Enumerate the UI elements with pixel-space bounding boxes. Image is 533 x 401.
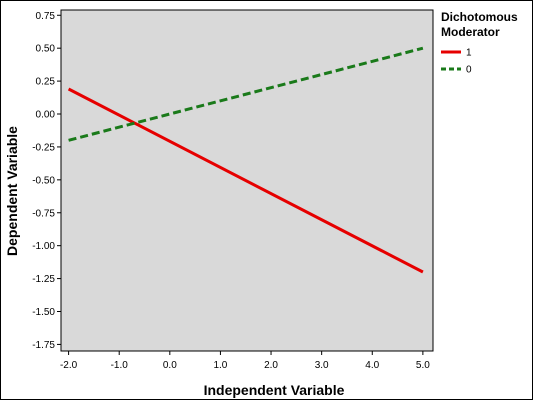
legend-label-1: 1 [466,48,472,59]
y-tick-label: 0.00 [36,110,56,121]
y-tick-label: 0.25 [36,77,56,88]
x-tick-label: 1.0 [213,360,227,371]
legend-label-0: 0 [466,65,472,76]
y-tick-label: -1.75 [32,340,55,351]
x-tick-label: -1.0 [111,360,129,371]
x-tick-label: 4.0 [365,360,379,371]
x-axis-title: Independent Variable [204,382,345,398]
x-axis: -2.0 -1.0 0.0 1.0 2.0 3.0 4.0 5.0 [60,351,430,371]
y-axis-title: Dependent Variable [4,126,20,256]
legend-items: 10 [441,48,472,76]
series-group [67,46,424,274]
legend-title-line1: Dichotomous [441,10,518,24]
legend: Dichotomous Moderator 10 [441,10,518,76]
y-tick-label: -1.00 [32,241,55,252]
y-tick-label: 0.50 [36,44,56,55]
y-tick-label: 0.75 [36,11,56,22]
legend-title-line2: Moderator [441,25,500,39]
x-tick-label: 0.0 [163,360,177,371]
y-tick-label: -1.25 [32,274,55,285]
y-tick-label: -1.50 [32,307,55,318]
x-tick-label: 2.0 [264,360,278,371]
y-axis: 0.75 0.50 0.25 0.00 -0.25 -0.50 -0.75 -1.00 -1.2… [32,11,61,351]
y-tick-label: -0.75 [32,208,55,219]
series-line-0 [68,46,424,142]
x-tick-label: 5.0 [416,360,430,371]
x-tick-label: -2.0 [60,360,78,371]
y-tick-label: -0.50 [32,175,55,186]
series-line-1 [67,87,424,274]
y-tick-label: -0.25 [32,142,55,153]
x-tick-label: 3.0 [315,360,329,371]
